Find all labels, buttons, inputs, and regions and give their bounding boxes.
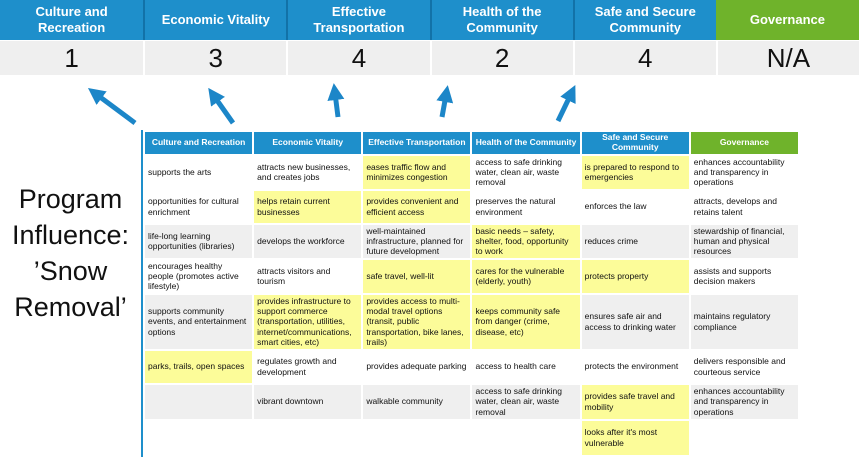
matrix-cell: [363, 420, 471, 455]
matrix-cell-highlighted: provides infrastructure to support comme…: [254, 294, 362, 349]
matrix-cell: encourages healthy people (promotes acti…: [145, 259, 253, 293]
matrix-header-safe-and-secure-community: Safe and Secure Community: [581, 132, 689, 154]
matrix-cell-highlighted: provides safe travel and mobility: [581, 384, 689, 419]
matrix-cell: attracts visitors and tourism: [254, 259, 362, 293]
matrix-cell: maintains regulatory compliance: [690, 294, 798, 349]
matrix-cell: walkable community: [363, 384, 471, 419]
matrix-cell: regulates growth and development: [254, 350, 362, 383]
matrix-cell: preserves the natural environment: [472, 190, 580, 223]
scoreboard-row: Culture and Recreation 1 Economic Vitality…: [0, 0, 859, 75]
matrix-cell-highlighted: safe travel, well-lit: [363, 259, 471, 293]
matrix-cell: [254, 420, 362, 455]
matrix-row-4: encourages healthy people (promotes acti…: [145, 259, 798, 293]
matrix-cell-highlighted: keeps community safe from danger (crime,…: [472, 294, 580, 349]
program-influence-label: Program Influence: ’Snow Removal’: [11, 184, 130, 322]
matrix-cell-highlighted: looks after it's most vulnerable: [581, 420, 689, 455]
matrix-cell: enforces the law: [581, 190, 689, 223]
matrix-cell: [145, 420, 253, 455]
arrow-safe-secure: [555, 84, 576, 123]
matrix-header-governance: Governance: [690, 132, 798, 154]
influence-matrix-wrap: Culture and Recreation Economic Vitality E…: [141, 130, 800, 457]
matrix-cell: attracts new businesses, and creates job…: [254, 155, 362, 189]
matrix-cell-highlighted: provides convenient and efficient access: [363, 190, 471, 223]
matrix-cell: [472, 420, 580, 455]
scoreboard-score-safe-and-secure-community: 4: [572, 41, 716, 75]
matrix-cell-highlighted: helps retain current businesses: [254, 190, 362, 223]
matrix-row-2: opportunities for cultural enrichment hel…: [145, 190, 798, 223]
matrix-row-7: vibrant downtown walkable community access…: [145, 384, 798, 419]
matrix-row-3: life-long learning opportunities (librar…: [145, 224, 798, 258]
matrix-cell: enhances accountability and transparency…: [690, 155, 798, 189]
arrow-culture-recreation: [87, 88, 137, 126]
scoreboard-header-governance: Governance: [715, 0, 859, 40]
influence-matrix: Culture and Recreation Economic Vitality E…: [143, 130, 800, 457]
matrix-cell: opportunities for cultural enrichment: [145, 190, 253, 223]
matrix-row-1: supports the arts attracts new businesses…: [145, 155, 798, 189]
matrix-cell-highlighted: basic needs – safety, shelter, food, opp…: [472, 224, 580, 258]
scoreboard-column-effective-transportation: Effective Transportation 4: [286, 0, 430, 75]
matrix-cell: develops the workforce: [254, 224, 362, 258]
scoreboard-score-health-of-the-community: 2: [429, 41, 573, 75]
matrix-cell: attracts, develops and retains talent: [690, 190, 798, 223]
scoreboard-column-safe-and-secure-community: Safe and Secure Community 4: [572, 0, 716, 75]
scoreboard-column-governance: Governance N/A: [715, 0, 859, 75]
matrix-cell: access to safe drinking water, clean air…: [472, 155, 580, 189]
matrix-cell: stewardship of financial, human and phys…: [690, 224, 798, 258]
matrix-cell: delivers responsible and courteous servi…: [690, 350, 798, 383]
matrix-header-culture-and-recreation: Culture and Recreation: [145, 132, 253, 154]
matrix-cell: [145, 384, 253, 419]
matrix-header-health-of-the-community: Health of the Community: [472, 132, 580, 154]
matrix-cell-highlighted: provides access to multi-modal travel op…: [363, 294, 471, 349]
matrix-cell: vibrant downtown: [254, 384, 362, 419]
arrow-economic-vitality: [208, 87, 236, 125]
arrow-health-community: [436, 85, 454, 118]
scoreboard-column-culture-and-recreation: Culture and Recreation 1: [0, 0, 144, 75]
matrix-cell: reduces crime: [581, 224, 689, 258]
matrix-cell-highlighted: is prepared to respond to emergencies: [581, 155, 689, 189]
matrix-cell: assists and supports decision makers: [690, 259, 798, 293]
scoreboard-score-economic-vitality: 3: [143, 41, 287, 75]
scoreboard-column-economic-vitality: Economic Vitality 3: [143, 0, 287, 75]
matrix-cell: provides adequate parking: [363, 350, 471, 383]
matrix-cell-highlighted: parks, trails, open spaces: [145, 350, 253, 383]
scoreboard-score-culture-and-recreation: 1: [0, 41, 144, 75]
matrix-cell: enhances accountability and transparency…: [690, 384, 798, 419]
arrows-layer: [87, 83, 576, 126]
matrix-row-6: parks, trails, open spaces regulates grow…: [145, 350, 798, 383]
matrix-cell-highlighted: eases traffic flow and minimizes congest…: [363, 155, 471, 189]
matrix-cell-highlighted: cares for the vulnerable (elderly, youth…: [472, 259, 580, 293]
matrix-header-effective-transportation: Effective Transportation: [363, 132, 471, 154]
scoreboard-column-health-of-the-community: Health of the Community 2: [429, 0, 573, 75]
scoreboard-header-health-of-the-community: Health of the Community: [429, 0, 573, 40]
arrow-effective-transportation: [327, 83, 345, 118]
scoreboard: Culture and Recreation 1 Economic Vitality…: [0, 0, 859, 75]
matrix-cell: protects the environment: [581, 350, 689, 383]
matrix-cell: life-long learning opportunities (librar…: [145, 224, 253, 258]
matrix-cell: access to health care: [472, 350, 580, 383]
matrix-cell: supports community events, and entertain…: [145, 294, 253, 349]
matrix-cell: ensures safe air and access to drinking …: [581, 294, 689, 349]
matrix-cell-highlighted: protects property: [581, 259, 689, 293]
scoreboard-header-effective-transportation: Effective Transportation: [286, 0, 430, 40]
matrix-cell: access to safe drinking water, clean air…: [472, 384, 580, 419]
matrix-cell: well-maintained infrastructure, planned …: [363, 224, 471, 258]
scoreboard-header-safe-and-secure-community: Safe and Secure Community: [572, 0, 716, 40]
scoreboard-header-culture-and-recreation: Culture and Recreation: [0, 0, 144, 40]
matrix-header-row: Culture and Recreation Economic Vitality E…: [145, 132, 798, 154]
matrix-row-8: looks after it's most vulnerable: [145, 420, 798, 455]
scoreboard-score-governance: N/A: [715, 41, 859, 75]
matrix-header-economic-vitality: Economic Vitality: [254, 132, 362, 154]
matrix-cell: supports the arts: [145, 155, 253, 189]
scoreboard-score-effective-transportation: 4: [286, 41, 430, 75]
scoreboard-header-economic-vitality: Economic Vitality: [143, 0, 287, 40]
matrix-cell: [690, 420, 798, 455]
matrix-row-5: supports community events, and entertain…: [145, 294, 798, 349]
